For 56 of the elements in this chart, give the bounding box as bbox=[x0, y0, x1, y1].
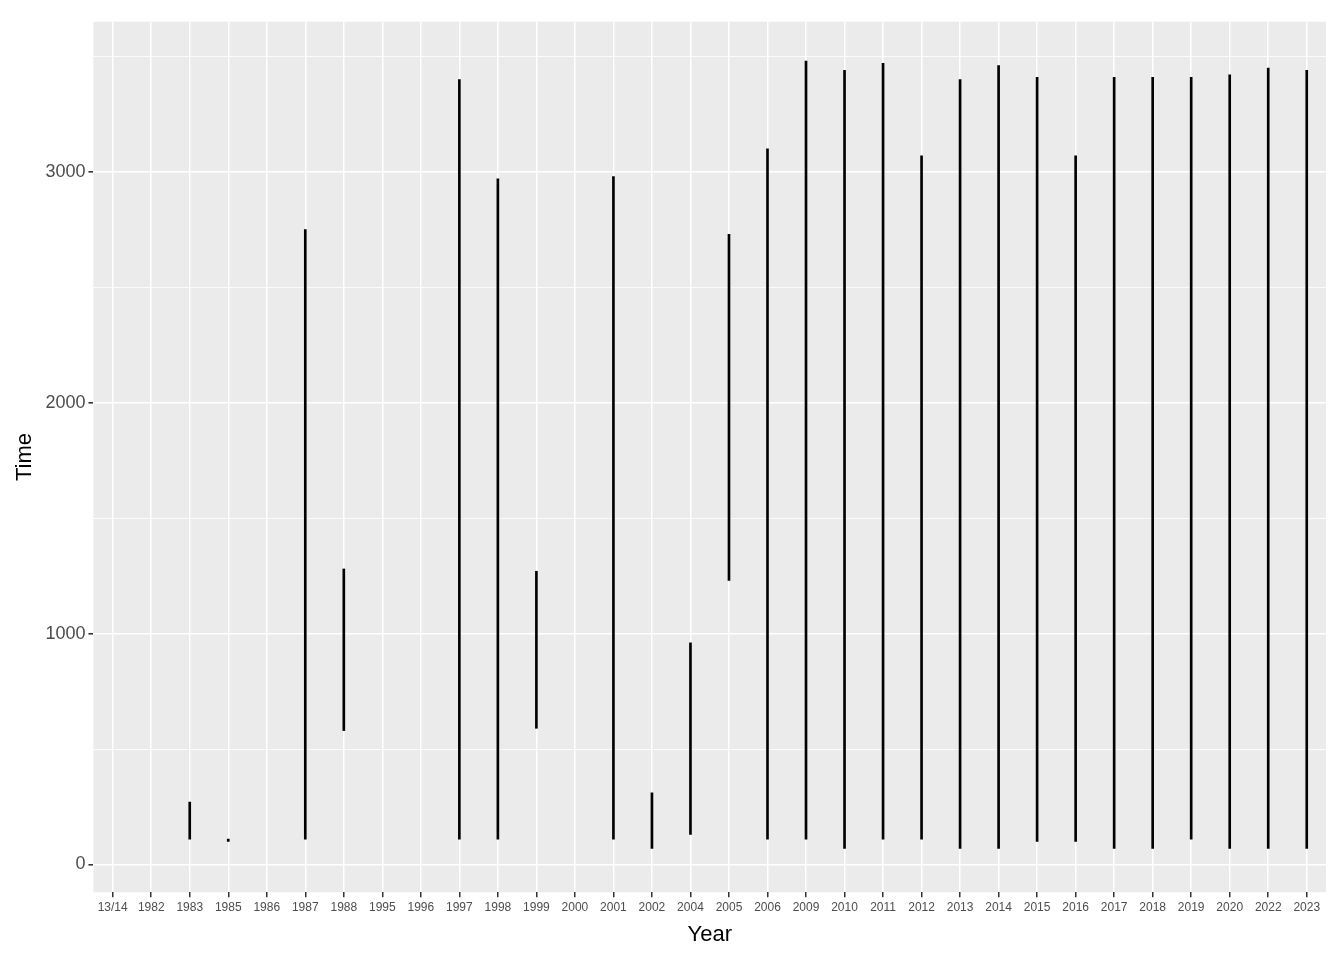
bar bbox=[188, 801, 192, 840]
bar bbox=[1151, 76, 1154, 849]
bar bbox=[997, 65, 1000, 849]
bar bbox=[303, 229, 307, 840]
x-tick-label: 1986 bbox=[253, 899, 281, 914]
x-tick-label: 1987 bbox=[291, 899, 319, 914]
x-tick-label: 2022 bbox=[1254, 899, 1282, 914]
bar bbox=[689, 642, 692, 835]
x-tick-label: 1988 bbox=[330, 899, 358, 914]
bar bbox=[458, 79, 461, 840]
bar bbox=[920, 155, 923, 840]
x-tick-label: 2006 bbox=[754, 899, 782, 914]
x-tick-label: 2016 bbox=[1062, 899, 1090, 914]
x-axis-title: Year bbox=[687, 920, 732, 946]
bar bbox=[612, 176, 615, 840]
bar bbox=[843, 69, 846, 849]
x-tick-label: 2002 bbox=[638, 899, 666, 914]
x-tick-label: 2001 bbox=[600, 899, 628, 914]
bar bbox=[1305, 69, 1309, 849]
x-tick-label: 2005 bbox=[715, 899, 743, 914]
y-tick-label: 2000 bbox=[45, 391, 86, 412]
x-tick-label: 2011 bbox=[870, 899, 897, 914]
x-tick-label: 2020 bbox=[1216, 899, 1244, 914]
x-tick-label: 2000 bbox=[561, 899, 589, 914]
x-tick-label: 2009 bbox=[792, 899, 820, 914]
x-tick-label: 1985 bbox=[214, 899, 242, 914]
x-tick-label: 13/14 bbox=[97, 899, 129, 914]
x-tick-label: 1997 bbox=[446, 899, 474, 914]
bar bbox=[1074, 155, 1077, 842]
x-tick-label: 1998 bbox=[484, 899, 512, 914]
x-tick-label: 1995 bbox=[368, 899, 396, 914]
x-tick-label: 1983 bbox=[176, 899, 204, 914]
x-tick-label: 2010 bbox=[831, 899, 859, 914]
x-tick-label: 1999 bbox=[523, 899, 551, 914]
x-tick-label: 2019 bbox=[1177, 899, 1205, 914]
x-tick-label: 2014 bbox=[985, 899, 1013, 914]
bar bbox=[535, 570, 538, 729]
x-tick-label: 1996 bbox=[407, 899, 435, 914]
x-tick-label: 2017 bbox=[1100, 899, 1128, 914]
bar bbox=[226, 838, 230, 842]
x-tick-label: 2013 bbox=[946, 899, 974, 914]
bar bbox=[342, 568, 346, 731]
x-tick-label: 2018 bbox=[1139, 899, 1167, 914]
x-tick-label: 1982 bbox=[137, 899, 165, 914]
y-tick-label: 3000 bbox=[45, 160, 86, 181]
bar bbox=[1266, 67, 1270, 849]
x-tick-label: 2023 bbox=[1293, 899, 1321, 914]
bar bbox=[1189, 76, 1193, 840]
x-tick-label: 2012 bbox=[908, 899, 936, 914]
y-axis-title: Time bbox=[11, 432, 37, 482]
bar bbox=[1228, 74, 1232, 849]
x-tick-label: 2015 bbox=[1023, 899, 1051, 914]
y-tick-label: 0 bbox=[75, 853, 86, 874]
bar bbox=[766, 148, 769, 840]
x-tick-label: 2004 bbox=[677, 899, 705, 914]
y-tick-label: 1000 bbox=[45, 622, 86, 643]
